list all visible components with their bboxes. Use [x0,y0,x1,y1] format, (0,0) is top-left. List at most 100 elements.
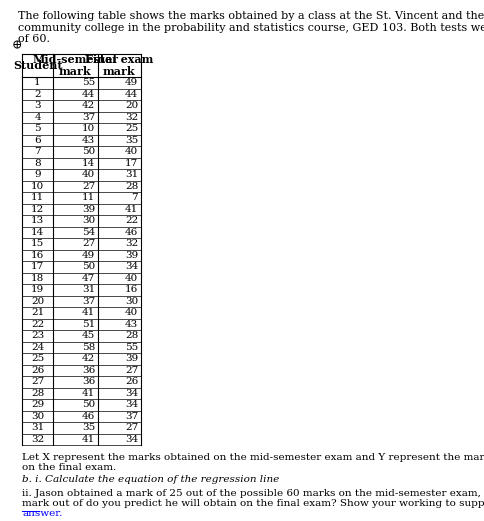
Text: 37: 37 [124,412,138,421]
Text: 16: 16 [124,286,138,294]
Text: 37: 37 [82,113,95,122]
Text: 50: 50 [82,147,95,156]
Text: 18: 18 [31,274,44,283]
Text: 32: 32 [124,239,138,248]
Text: 31: 31 [124,170,138,179]
Text: 1: 1 [34,78,41,87]
Text: 28: 28 [124,331,138,340]
Text: 41: 41 [82,308,95,317]
Text: ii. Jason obtained a mark of 25 out of the possible 60 marks on the mid-semester: ii. Jason obtained a mark of 25 out of t… [22,489,484,508]
Text: 46: 46 [124,228,138,237]
Text: 27: 27 [124,423,138,432]
Text: 8: 8 [34,159,41,168]
Text: 28: 28 [31,389,44,398]
Text: 40: 40 [124,308,138,317]
Text: 47: 47 [82,274,95,283]
Text: 19: 19 [31,286,44,294]
Text: Student: Student [13,60,62,71]
Text: 32: 32 [124,113,138,122]
Text: 42: 42 [82,354,95,363]
Text: 36: 36 [82,377,95,386]
Text: 11: 11 [31,193,44,202]
Text: 20: 20 [31,297,44,306]
Text: 10: 10 [82,124,95,133]
Text: 22: 22 [124,216,138,225]
Text: 22: 22 [31,320,44,329]
Text: 40: 40 [124,274,138,283]
Text: 43: 43 [124,320,138,329]
Text: 32: 32 [31,435,44,444]
Text: 17: 17 [124,159,138,168]
Text: 21: 21 [31,308,44,317]
Text: 27: 27 [31,377,44,386]
Text: 10: 10 [31,182,44,191]
Text: 58: 58 [82,343,95,352]
Text: 39: 39 [82,205,95,214]
Text: 14: 14 [31,228,44,237]
Text: 26: 26 [124,377,138,386]
Text: b. i. Calculate the equation of the regression line: b. i. Calculate the equation of the regr… [22,475,279,484]
Text: 50: 50 [82,262,95,271]
Text: 49: 49 [82,251,95,260]
Text: 50: 50 [82,400,95,410]
Text: 39: 39 [124,251,138,260]
Text: 25: 25 [124,124,138,133]
Text: 4: 4 [34,113,41,122]
Text: 25: 25 [31,354,44,363]
Text: 7: 7 [131,193,138,202]
Text: 45: 45 [82,331,95,340]
Text: 49: 49 [124,78,138,87]
Text: 34: 34 [124,262,138,271]
Text: 31: 31 [82,286,95,294]
Text: 51: 51 [82,320,95,329]
Text: 30: 30 [31,412,44,421]
Text: 40: 40 [82,170,95,179]
Text: 34: 34 [124,435,138,444]
Text: 41: 41 [82,435,95,444]
Text: 27: 27 [82,182,95,191]
Text: Final exam
mark: Final exam mark [85,54,153,78]
Text: 44: 44 [124,90,138,99]
Text: 14: 14 [82,159,95,168]
Text: 24: 24 [31,343,44,352]
Text: 29: 29 [31,400,44,410]
Text: 55: 55 [82,78,95,87]
Text: 5: 5 [34,124,41,133]
Text: 41: 41 [82,389,95,398]
Text: 9: 9 [34,170,41,179]
Text: 2: 2 [34,90,41,99]
Text: 26: 26 [31,366,44,375]
Text: answer.: answer. [22,509,62,518]
Text: 34: 34 [124,400,138,410]
Text: 41: 41 [124,205,138,214]
Text: 6: 6 [34,136,41,145]
Text: 35: 35 [82,423,95,432]
Text: Mid-semester
mark: Mid-semester mark [32,54,118,78]
Text: 28: 28 [124,182,138,191]
Text: 46: 46 [82,412,95,421]
Text: 7: 7 [34,147,41,156]
Text: 27: 27 [82,239,95,248]
Text: 15: 15 [31,239,44,248]
Text: 16: 16 [31,251,44,260]
Text: 3: 3 [34,101,41,110]
Text: 42: 42 [82,101,95,110]
Text: ⊕: ⊕ [12,40,22,53]
Text: 43: 43 [82,136,95,145]
Text: 23: 23 [31,331,44,340]
Text: 30: 30 [124,297,138,306]
Text: 11: 11 [82,193,95,202]
Text: 40: 40 [124,147,138,156]
Text: 35: 35 [124,136,138,145]
Text: 30: 30 [82,216,95,225]
Text: 36: 36 [82,366,95,375]
Text: The following table shows the marks obtained by a class at the St. Vincent and t: The following table shows the marks obta… [18,11,484,44]
Text: 17: 17 [31,262,44,271]
Text: 39: 39 [124,354,138,363]
Text: 34: 34 [124,389,138,398]
Text: Let X represent the marks obtained on the mid-semester exam and Y represent the : Let X represent the marks obtained on th… [22,453,484,473]
Text: 12: 12 [31,205,44,214]
Text: 55: 55 [124,343,138,352]
Text: 27: 27 [124,366,138,375]
Text: 37: 37 [82,297,95,306]
